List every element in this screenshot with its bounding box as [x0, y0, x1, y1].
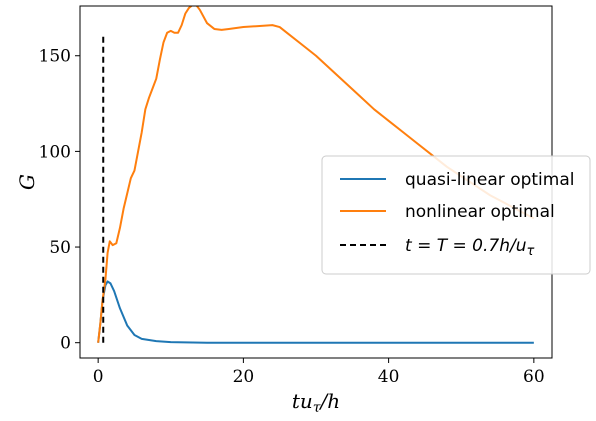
series-nonlinear-optimal [97, 6, 535, 343]
series-layer [97, 6, 535, 344]
x-tick-label: 20 [233, 367, 255, 387]
x-tick-label: 0 [93, 367, 104, 387]
y-tick-label: 150 [39, 47, 71, 67]
x-axis-label: tuτ/h [292, 389, 340, 416]
x-axis: 0 20 40 60 [93, 358, 545, 387]
legend-label-nonlinear: nonlinear optimal [405, 202, 555, 222]
y-tick-label: 0 [60, 334, 71, 354]
legend-label-quasi-linear: quasi-linear optimal [405, 170, 574, 190]
y-axis-label: G [15, 174, 39, 190]
x-tick-label: 40 [378, 367, 400, 387]
y-axis: 0 50 100 150 [39, 47, 80, 354]
series-quasi-linear-optimal [97, 280, 534, 344]
legend-label-time-marker: t = T = 0.7h/uτ [405, 236, 534, 259]
y-tick-label: 100 [39, 142, 71, 162]
legend: quasi-linear optimal nonlinear optimal t… [321, 155, 591, 275]
y-tick-label: 50 [49, 238, 71, 258]
legend-box [321, 155, 591, 275]
x-tick-label: 60 [523, 367, 545, 387]
